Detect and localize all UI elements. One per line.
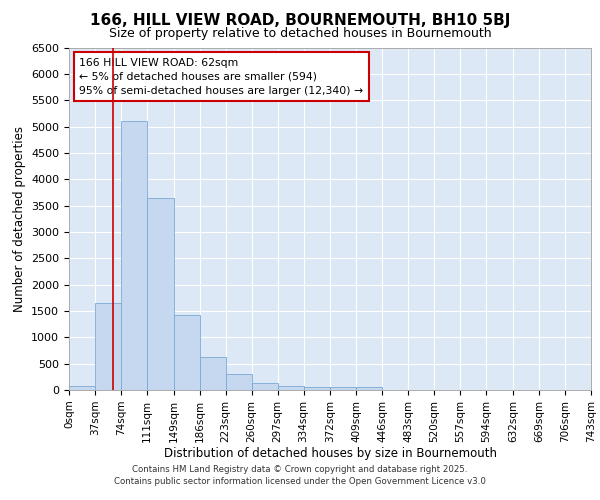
- Bar: [304, 388, 331, 390]
- Bar: [331, 388, 356, 390]
- Bar: [356, 388, 382, 390]
- Bar: [69, 386, 95, 390]
- Bar: [121, 122, 147, 390]
- Bar: [251, 382, 278, 390]
- Text: Size of property relative to detached houses in Bournemouth: Size of property relative to detached ho…: [109, 28, 491, 40]
- Bar: [226, 374, 251, 390]
- Bar: [147, 198, 173, 390]
- Text: Contains public sector information licensed under the Open Government Licence v3: Contains public sector information licen…: [114, 476, 486, 486]
- Bar: [278, 386, 304, 390]
- Text: Contains HM Land Registry data © Crown copyright and database right 2025.: Contains HM Land Registry data © Crown c…: [132, 466, 468, 474]
- Bar: [173, 315, 200, 390]
- Text: 166 HILL VIEW ROAD: 62sqm
← 5% of detached houses are smaller (594)
95% of semi-: 166 HILL VIEW ROAD: 62sqm ← 5% of detach…: [79, 58, 364, 96]
- X-axis label: Distribution of detached houses by size in Bournemouth: Distribution of detached houses by size …: [163, 448, 497, 460]
- Bar: [200, 358, 226, 390]
- Bar: [95, 303, 121, 390]
- Y-axis label: Number of detached properties: Number of detached properties: [13, 126, 26, 312]
- Text: 166, HILL VIEW ROAD, BOURNEMOUTH, BH10 5BJ: 166, HILL VIEW ROAD, BOURNEMOUTH, BH10 5…: [90, 12, 510, 28]
